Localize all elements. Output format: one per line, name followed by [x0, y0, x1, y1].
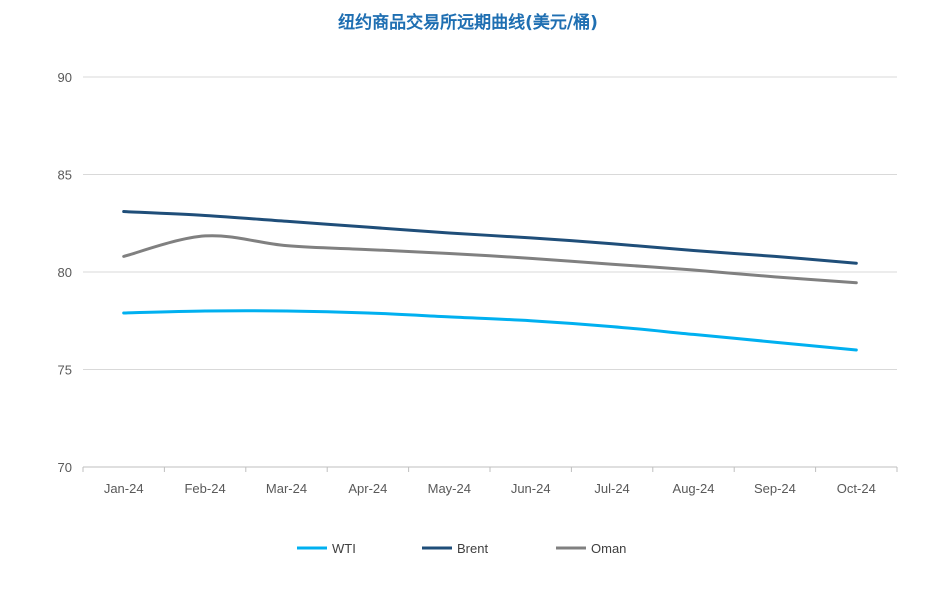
x-tick-label: Mar-24	[266, 481, 307, 496]
x-tick-label: Oct-24	[837, 481, 876, 496]
axes: 70 75 80 85 90 Jan-24 Feb-24 Mar-24 Apr-24 May-24…	[58, 70, 898, 496]
legend: WTI Brent Oman	[297, 541, 626, 556]
legend-label: Oman	[591, 541, 626, 556]
series-line-wti	[122, 309, 858, 352]
x-tick-label: Sep-24	[754, 481, 796, 496]
legend-label: Brent	[457, 541, 488, 556]
x-tick-label: Jan-24	[104, 481, 144, 496]
chart-title: 纽约商品交易所远期曲线(美元/桶)	[338, 12, 598, 33]
legend-label: WTI	[332, 541, 356, 556]
y-tick-label: 80	[58, 265, 72, 280]
x-tick-label: May-24	[428, 481, 471, 496]
x-tick-label: Feb-24	[184, 481, 225, 496]
y-tick-label: 75	[58, 363, 72, 378]
x-tick-label: Apr-24	[348, 481, 387, 496]
gridlines	[83, 76, 897, 468]
x-tick-label: Jun-24	[511, 481, 551, 496]
series-line-oman	[122, 234, 858, 285]
y-tick-label: 85	[58, 168, 72, 183]
series-line-brent	[122, 210, 858, 265]
y-tick-label: 70	[58, 460, 72, 475]
y-tick-label: 90	[58, 70, 72, 85]
series-lines	[122, 210, 858, 352]
x-tick-label: Aug-24	[673, 481, 715, 496]
x-tick-label: Jul-24	[594, 481, 629, 496]
